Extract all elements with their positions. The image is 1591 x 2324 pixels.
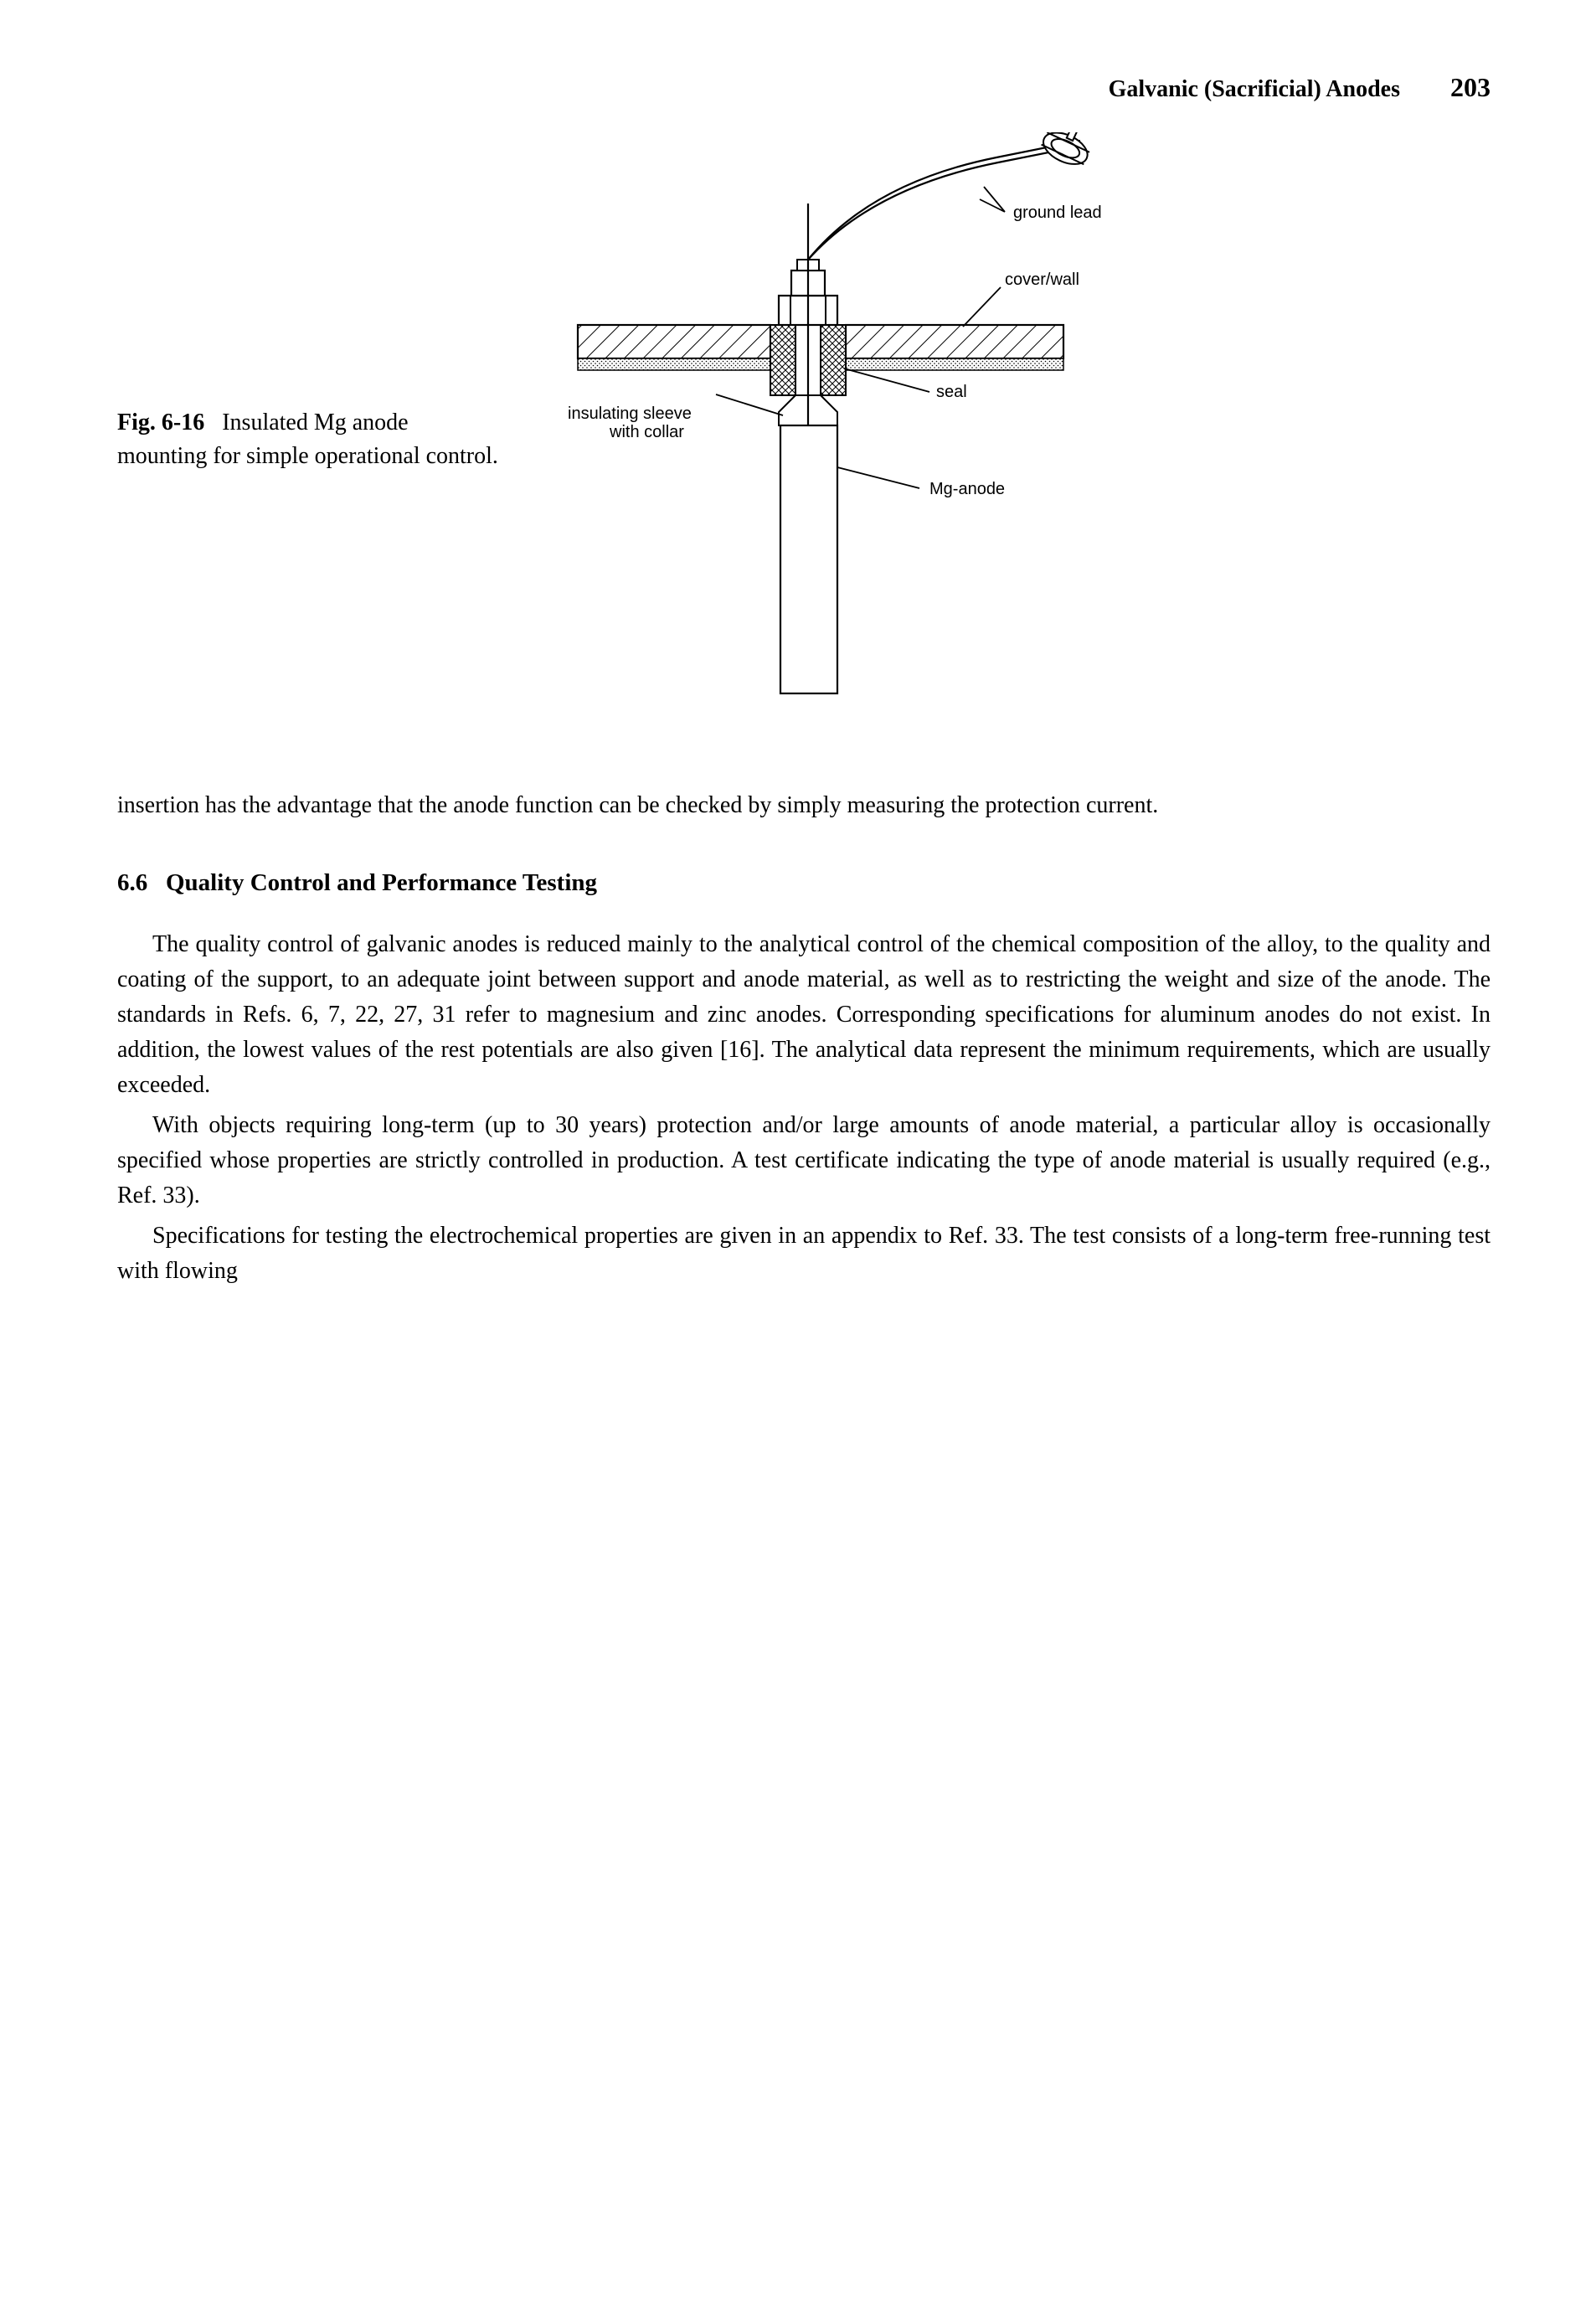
page-number: 203 bbox=[1450, 67, 1491, 107]
label-seal: seal bbox=[936, 383, 967, 401]
chapter-title: Galvanic (Sacrificial) Anodes bbox=[1109, 72, 1400, 107]
ground-lead bbox=[808, 132, 1096, 260]
label-insulating-sleeve-l2: with collar bbox=[609, 423, 684, 441]
label-cover-wall: cover/wall bbox=[1005, 271, 1079, 289]
post-figure-paragraph: insertion has the advantage that the ano… bbox=[117, 788, 1491, 823]
figure-number: Fig. 6-16 bbox=[117, 410, 204, 435]
body-paragraph-1: The quality control of galvanic anodes i… bbox=[117, 927, 1491, 1103]
body-paragraph-3: Specifications for testing the electroch… bbox=[117, 1219, 1491, 1289]
anode-diagram: ground lead cover/wall seal insulating s… bbox=[528, 132, 1491, 746]
mg-anode bbox=[780, 425, 837, 693]
figure-caption: Fig. 6-16 Insulated Mg anode mounting fo… bbox=[117, 406, 502, 471]
section-number: 6.6 bbox=[117, 869, 147, 896]
page-header: Galvanic (Sacrificial) Anodes 203 bbox=[117, 67, 1491, 107]
figure-block: Fig. 6-16 Insulated Mg anode mounting fo… bbox=[117, 132, 1491, 746]
label-mg-anode: Mg-anode bbox=[929, 480, 1005, 498]
body-paragraph-2: With objects requiring long-term (up to … bbox=[117, 1108, 1491, 1214]
section-heading: 6.6 Quality Control and Performance Test… bbox=[117, 865, 1491, 902]
section-title-text: Quality Control and Performance Testing bbox=[166, 869, 597, 896]
label-insulating-sleeve-l1: insulating sleeve bbox=[568, 405, 692, 423]
label-ground-lead: ground lead bbox=[1013, 204, 1102, 222]
